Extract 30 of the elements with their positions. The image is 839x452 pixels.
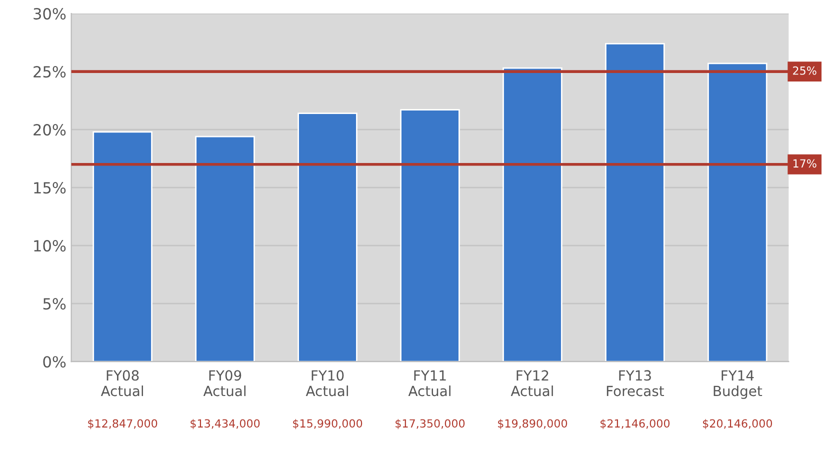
bar (708, 62, 768, 362)
y-tick-label: 0% (43, 356, 66, 368)
x-tick-label: FY13 Forecast (606, 370, 664, 396)
y-tick-label: 25% (34, 66, 66, 78)
ref-line-label: 25% (793, 66, 816, 75)
y-tick-label: 20% (34, 124, 66, 136)
bar (605, 43, 665, 362)
bar (502, 67, 562, 362)
text: $17,350,000 (396, 419, 465, 430)
text: $21,146,000 (600, 419, 670, 430)
text: $15,990,000 (293, 419, 362, 430)
bar (400, 109, 460, 362)
y-tick-label: 10% (34, 240, 66, 252)
bar (195, 136, 255, 362)
bar (298, 112, 358, 362)
x-tick-label: FY10 Actual (306, 370, 348, 396)
text: $12,847,000 (88, 419, 158, 430)
x-tick-label: FY09 Actual (203, 370, 246, 396)
x-tick-label: FY14 Budget (714, 370, 762, 399)
y-tick-label: 5% (43, 298, 66, 310)
ref-line-label: 17% (793, 159, 816, 168)
bar (92, 131, 152, 362)
text: $13,434,000 (190, 419, 260, 430)
x-tick-label: FY11 Actual (408, 370, 450, 396)
x-tick-label: FY12 Actual (510, 370, 553, 396)
y-tick-label: 30% (34, 8, 66, 20)
text: $19,890,000 (498, 419, 568, 430)
x-tick-label: FY08 Actual (100, 370, 144, 396)
text: $20,146,000 (703, 419, 772, 430)
y-tick-label: 15% (34, 182, 66, 194)
